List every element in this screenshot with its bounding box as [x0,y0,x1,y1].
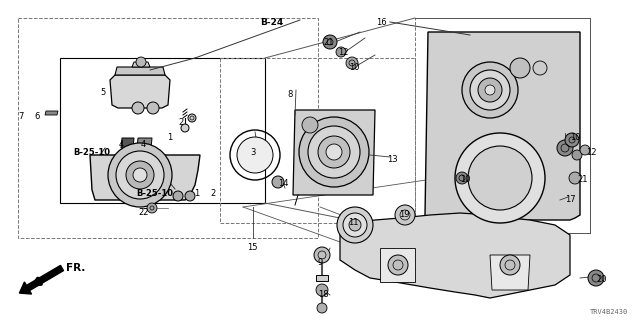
Bar [18,18,318,238]
Text: 7: 7 [18,112,24,121]
Circle shape [533,61,547,75]
Circle shape [299,117,369,187]
Circle shape [126,161,154,189]
Circle shape [395,205,415,225]
Circle shape [337,207,373,243]
Polygon shape [425,32,580,220]
Text: 2: 2 [178,118,183,127]
Text: B-24: B-24 [260,18,284,27]
Text: 20: 20 [596,275,607,284]
Circle shape [346,57,358,69]
Text: 11: 11 [348,218,358,227]
Text: 1: 1 [167,133,172,142]
Circle shape [147,203,157,213]
Circle shape [323,35,337,49]
Text: B-25-10: B-25-10 [73,148,110,157]
Circle shape [116,151,164,199]
Circle shape [456,172,468,184]
Text: 15: 15 [247,243,257,252]
Circle shape [133,168,147,182]
Circle shape [188,114,196,122]
Text: 14: 14 [278,179,289,188]
Circle shape [485,85,495,95]
Circle shape [336,47,346,57]
Polygon shape [115,67,165,75]
Polygon shape [340,213,570,298]
Circle shape [455,133,545,223]
Text: 6: 6 [34,112,40,121]
Circle shape [181,124,189,132]
Polygon shape [490,255,530,290]
Circle shape [308,126,360,178]
Circle shape [147,102,159,114]
Bar [415,18,590,233]
Circle shape [500,255,520,275]
Text: 12: 12 [586,148,596,157]
Circle shape [510,58,530,78]
Circle shape [388,255,408,275]
Circle shape [272,176,284,188]
Polygon shape [121,138,134,148]
Circle shape [326,144,342,160]
Circle shape [349,219,361,231]
Text: 21: 21 [577,175,588,184]
Text: 17: 17 [565,195,575,204]
Text: 3: 3 [250,148,255,157]
Circle shape [173,191,183,201]
Circle shape [343,213,367,237]
Text: 10: 10 [349,63,360,72]
Text: 8: 8 [287,90,292,99]
Text: 21: 21 [323,38,333,47]
Text: 9: 9 [318,258,323,267]
Polygon shape [380,248,415,282]
Circle shape [478,78,502,102]
Circle shape [185,191,195,201]
Circle shape [569,172,581,184]
Text: 22: 22 [138,208,148,217]
Bar [316,275,328,281]
Bar [60,58,265,203]
Bar [220,58,415,223]
Circle shape [468,146,532,210]
Circle shape [580,145,590,155]
Circle shape [314,247,330,263]
Circle shape [557,140,573,156]
Text: 18: 18 [318,290,328,299]
Circle shape [237,137,273,173]
Circle shape [302,117,318,133]
Text: 10: 10 [570,133,580,142]
Text: 5: 5 [100,88,105,97]
Circle shape [565,133,579,147]
Circle shape [132,102,144,114]
Circle shape [572,150,582,160]
Circle shape [462,62,518,118]
Text: 16: 16 [376,18,387,27]
Text: 13: 13 [387,155,397,164]
Text: TRV4B2430: TRV4B2430 [589,309,628,315]
Polygon shape [132,62,150,67]
Polygon shape [45,111,58,115]
Text: 4: 4 [119,140,124,149]
Text: 12: 12 [338,48,349,57]
Text: B-25-10: B-25-10 [136,189,173,198]
Text: 2: 2 [210,189,215,198]
Circle shape [316,284,328,296]
Text: 19: 19 [399,210,410,219]
Polygon shape [293,110,375,195]
FancyArrow shape [19,265,63,294]
Text: 10: 10 [460,175,470,184]
Polygon shape [110,75,170,108]
Polygon shape [90,155,200,200]
Circle shape [108,143,172,207]
Circle shape [588,270,604,286]
Text: 1: 1 [194,189,199,198]
Polygon shape [137,138,152,148]
Text: 4: 4 [141,140,147,149]
Circle shape [470,70,510,110]
Circle shape [136,57,146,67]
Text: FR.: FR. [66,263,85,273]
Circle shape [318,136,350,168]
Circle shape [317,303,327,313]
